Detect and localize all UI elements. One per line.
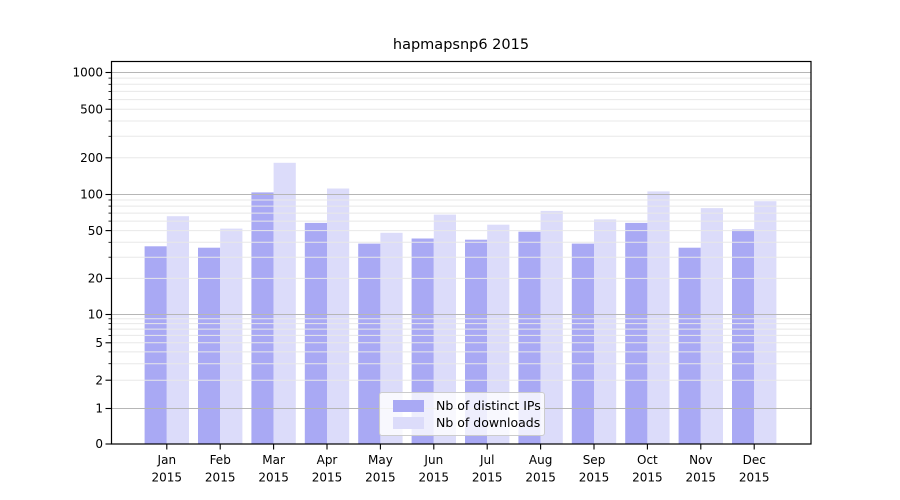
bar-downloads-may (380, 232, 403, 444)
bar-downloads-mar (273, 162, 296, 445)
bar-downloads-jul (487, 224, 510, 444)
x-tick-label-month: Jan (157, 453, 177, 467)
y-tick-label: 50 (88, 224, 103, 238)
bar-distinct-ips-feb (198, 247, 221, 444)
y-tick-label: 1000 (72, 66, 103, 80)
bar-downloads-nov (700, 208, 723, 444)
bar-distinct-ips-dec (732, 229, 755, 444)
bar-distinct-ips-sep (571, 243, 594, 444)
x-tick-label-month: Oct (637, 453, 658, 467)
x-tick-label-month: Nov (689, 453, 712, 467)
x-tick-label-month: Aug (529, 453, 552, 467)
bar-downloads-dec (754, 201, 777, 444)
bar-downloads-sep (594, 219, 617, 444)
chart-title: hapmapsnp6 2015 (393, 37, 529, 53)
y-tick-label: 10 (88, 308, 103, 322)
gridlines-layer (111, 72, 811, 409)
x-tick-label-year: 2015 (258, 471, 289, 485)
x-tick-label-year: 2015 (632, 471, 663, 485)
bar-downloads-oct (647, 191, 670, 444)
x-tick-label-month: Jul (479, 453, 494, 467)
x-tick-label-year: 2015 (579, 471, 610, 485)
x-tick-label-year: 2015 (152, 471, 183, 485)
axes-layer: 0 1 2 5 10 20 50 100 200 500 1000 Jan 2015 Feb 2015 Mar… (72, 66, 769, 485)
plot-border (110, 60, 812, 445)
bar-distinct-ips-nov (678, 247, 701, 444)
bar-downloads-feb (220, 228, 243, 444)
bar-downloads-aug (540, 210, 563, 444)
x-tick-label-year: 2015 (525, 471, 556, 485)
bar-distinct-ips-mar (251, 192, 274, 444)
legend: Nb of distinct IPs Nb of downloads (379, 392, 545, 436)
legend-item-distinct-ips: Nb of distinct IPs (393, 397, 541, 414)
x-tick-label-year: 2015 (686, 471, 717, 485)
y-tick-label: 0 (95, 437, 103, 451)
bar-distinct-ips-oct (625, 222, 648, 444)
x-tick-label-year: 2015 (312, 471, 343, 485)
bar-distinct-ips-jan (144, 246, 167, 444)
y-tick-label: 100 (80, 188, 103, 202)
x-tick-label-month: Dec (743, 453, 766, 467)
bar-downloads-apr (327, 188, 350, 444)
y-tick-label: 20 (88, 272, 103, 286)
x-tick-label-month: Sep (583, 453, 606, 467)
x-tick-label-year: 2015 (472, 471, 503, 485)
bar-distinct-ips-may (358, 243, 381, 444)
x-tick-label-year: 2015 (739, 471, 770, 485)
legend-label-distinct-ips: Nb of distinct IPs (436, 398, 541, 413)
legend-swatch-distinct-ips (393, 399, 424, 412)
y-tick-label: 5 (95, 336, 103, 350)
legend-label-downloads: Nb of downloads (436, 415, 541, 430)
x-tick-label-month: Apr (317, 453, 338, 467)
x-tick-label-month: May (368, 453, 393, 467)
y-tick-label: 200 (80, 151, 103, 165)
legend-item-downloads: Nb of downloads (393, 414, 540, 431)
x-tick-label-year: 2015 (365, 471, 396, 485)
x-tick-label-year: 2015 (205, 471, 236, 485)
x-tick-label-month: Feb (210, 453, 231, 467)
y-tick-label: 1 (95, 402, 103, 416)
y-tick-label: 2 (95, 373, 103, 387)
y-tick-label: 500 (80, 102, 103, 116)
bar-distinct-ips-apr (304, 222, 327, 444)
bar-distinct-ips-aug (518, 231, 541, 444)
bar-downloads-jan (166, 216, 189, 444)
x-tick-label-month: Jun (423, 453, 443, 467)
legend-swatch-downloads (393, 416, 424, 429)
x-tick-label-month: Mar (262, 453, 285, 467)
x-tick-label-year: 2015 (419, 471, 450, 485)
